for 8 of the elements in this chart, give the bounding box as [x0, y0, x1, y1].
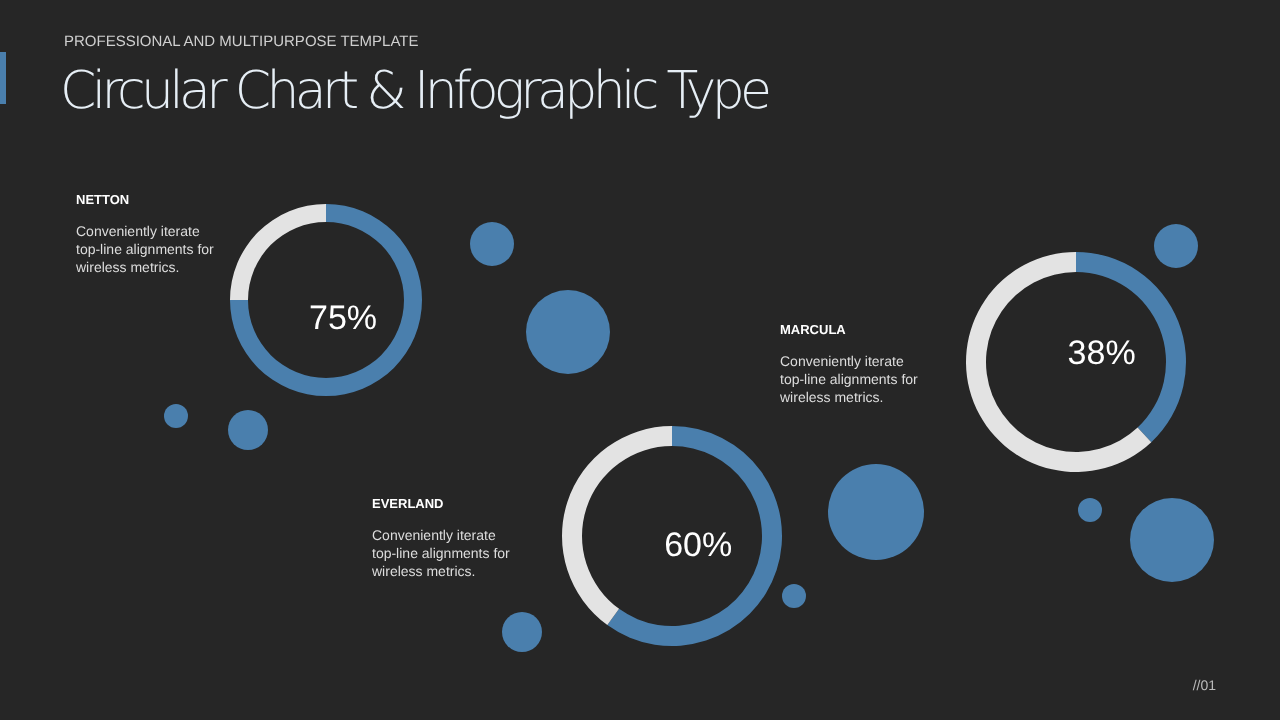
text: Circular Chart & Infographic Type — [60, 62, 772, 122]
donut-slice — [230, 204, 326, 300]
donut-slice — [230, 204, 422, 396]
data-label: 75% — [308, 298, 377, 337]
donut-slice — [607, 426, 782, 646]
data-label: 60% — [664, 526, 733, 565]
data-label: 38% — [1067, 333, 1136, 372]
donut-slice — [966, 252, 1152, 472]
